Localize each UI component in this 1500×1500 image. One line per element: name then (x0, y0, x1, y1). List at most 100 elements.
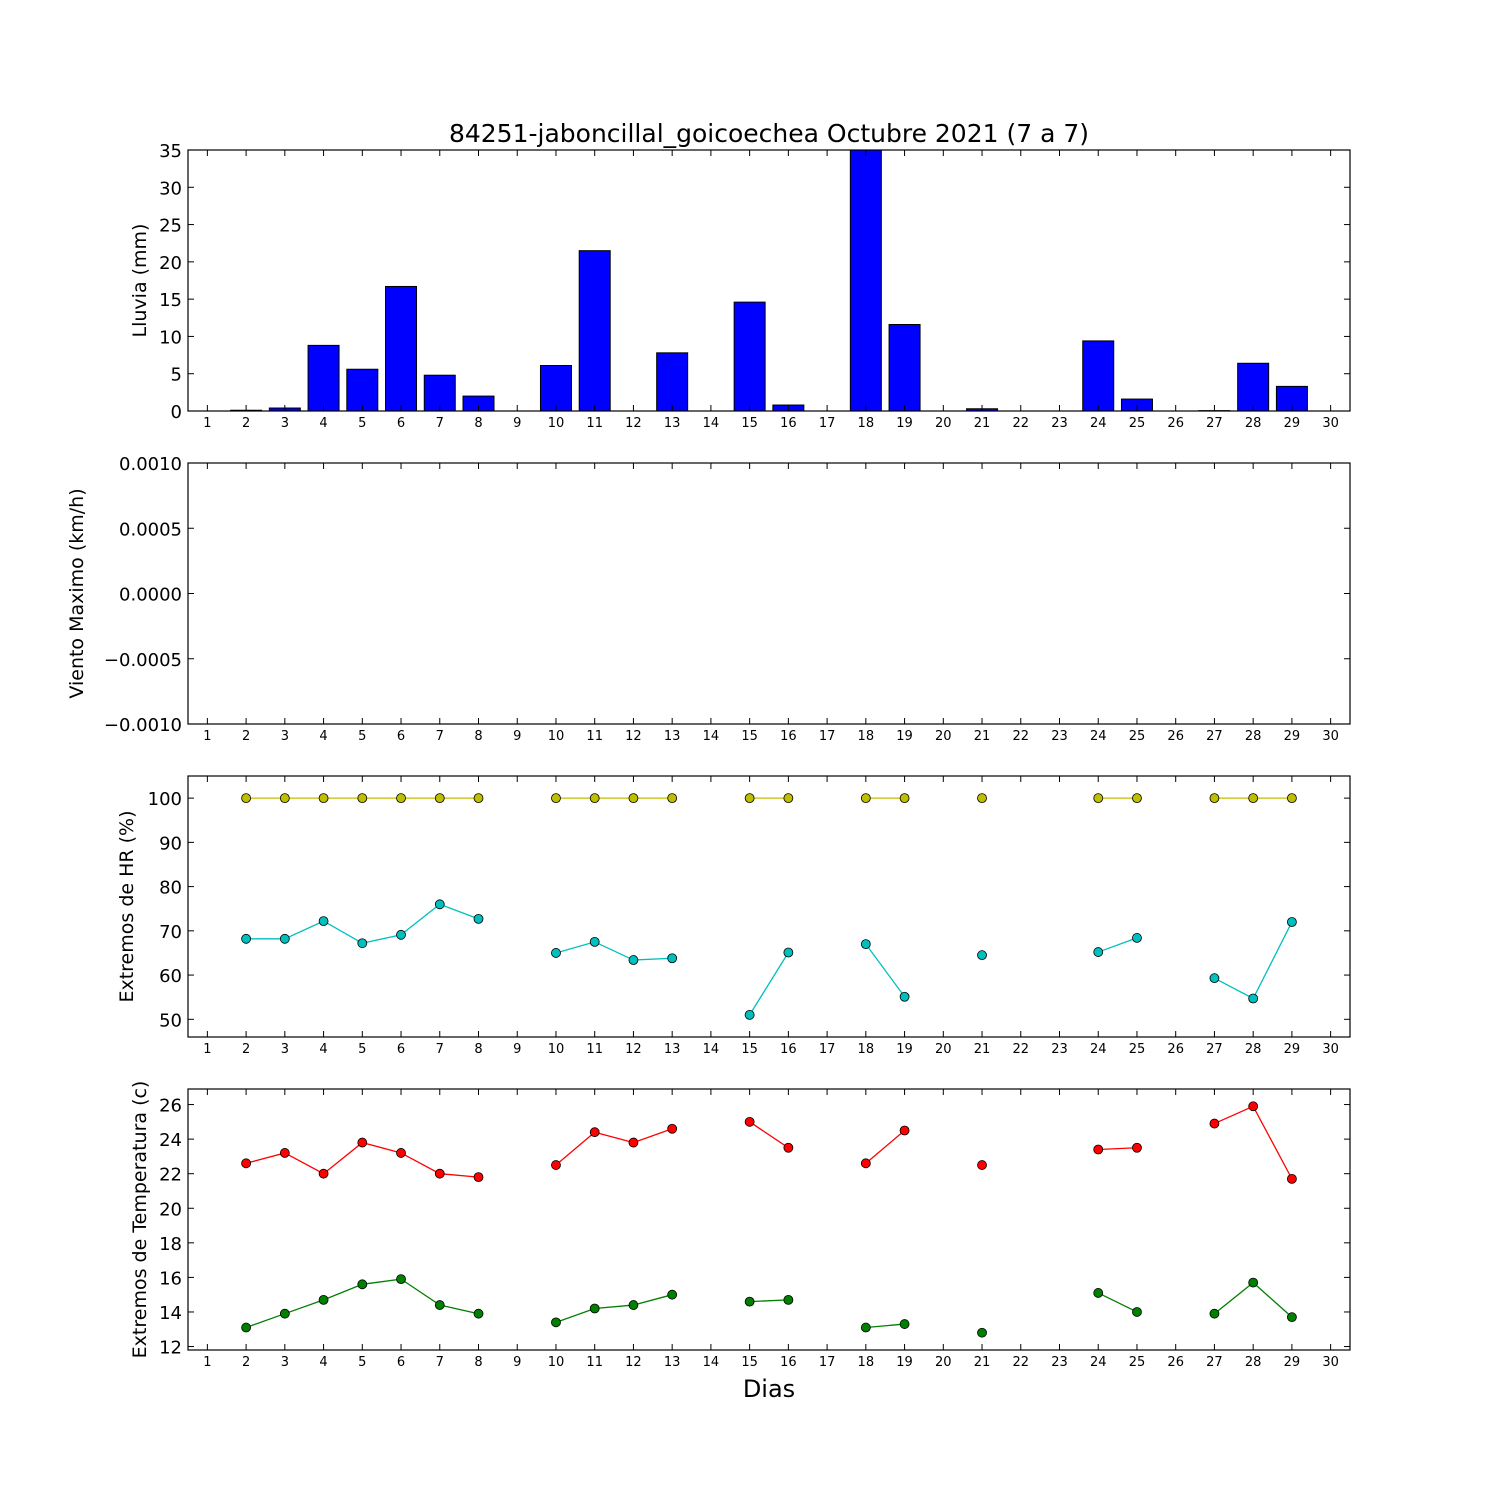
x-tick-label: 21 (974, 729, 991, 744)
x-tick-label: 6 (397, 729, 405, 744)
x-tick-label: 20 (935, 1042, 952, 1057)
data-point (434, 793, 445, 804)
data-point (977, 1327, 987, 1338)
x-tick-label: 19 (896, 1042, 913, 1057)
x-tick-label: 11 (586, 1355, 603, 1370)
x-tick-label: 26 (1167, 1042, 1184, 1057)
series-line (555, 1128, 673, 1166)
x-tick-label: 14 (703, 1355, 720, 1370)
data-point (279, 793, 290, 804)
data-point (396, 1274, 406, 1285)
x-tick-label: 18 (858, 416, 875, 431)
y-tick-label: 12 (159, 1338, 182, 1359)
x-tick-label: 19 (896, 1355, 913, 1370)
data-point (396, 793, 406, 804)
x-tick-label: 22 (1012, 729, 1029, 744)
x-tick-label: 12 (625, 1355, 642, 1370)
y-tick-label: 60 (159, 966, 182, 987)
x-tick-label: 16 (780, 416, 797, 431)
data-point (1209, 1308, 1220, 1319)
data-point (1132, 1307, 1142, 1317)
data-point (628, 1300, 639, 1310)
y-tick-label: 0.0000 (119, 585, 182, 606)
data-point (396, 1148, 406, 1158)
x-tick-label: 15 (741, 416, 758, 431)
data-point (1093, 947, 1104, 957)
data-point (318, 793, 329, 804)
x-tick-label: 4 (319, 729, 327, 744)
series-line (555, 1294, 673, 1323)
data-point (1248, 993, 1259, 1004)
rain-bar (1237, 362, 1270, 412)
rain-bar (1082, 340, 1115, 412)
rain-bar (656, 352, 689, 412)
data-point (977, 950, 987, 961)
data-point (1248, 793, 1259, 804)
data-point (860, 1322, 871, 1333)
x-tick-label: 19 (896, 416, 913, 431)
x-tick-label: 24 (1090, 416, 1107, 431)
x-tick-label: 26 (1167, 416, 1184, 431)
rain-bar (539, 365, 572, 412)
x-tick-label: 5 (358, 1355, 366, 1370)
data-point (1248, 1277, 1259, 1288)
x-tick-label: 7 (436, 416, 444, 431)
x-tick-label: 21 (974, 1042, 991, 1057)
x-tick-label: 2 (242, 1042, 250, 1057)
x-tick-label: 6 (397, 1355, 405, 1370)
x-tick-label: 25 (1129, 1042, 1146, 1057)
y-tick-label: 22 (159, 1165, 182, 1186)
data-point (241, 1158, 252, 1169)
y-tick-label: 10 (159, 327, 182, 348)
x-tick-label: 27 (1206, 729, 1223, 744)
y-tick-label: 50 (159, 1010, 182, 1031)
x-tick-label: 23 (1051, 729, 1068, 744)
x-tick-label: 1 (203, 1355, 211, 1370)
x-tick-label: 6 (397, 416, 405, 431)
x-tick-label: 30 (1322, 1355, 1339, 1370)
data-point (899, 1319, 910, 1329)
x-tick-label: 3 (281, 1355, 289, 1370)
x-tick-label: 26 (1167, 729, 1184, 744)
y-tick-label: 35 (159, 141, 182, 162)
x-tick-label: 10 (548, 729, 565, 744)
data-point (1132, 793, 1142, 804)
x-tick-label: 10 (548, 416, 565, 431)
series-line (865, 943, 906, 998)
data-point (783, 793, 794, 804)
y-tick-label: 16 (159, 1268, 182, 1289)
series-line (1214, 1105, 1293, 1180)
x-tick-label: 25 (1129, 1355, 1146, 1370)
series-line (1098, 937, 1138, 953)
x-tick-label: 16 (780, 729, 797, 744)
data-point (589, 1127, 600, 1138)
y-tick-label: 100 (148, 789, 182, 810)
y-tick-label: 0.0010 (119, 454, 182, 475)
x-axis-label: Dias (743, 1375, 795, 1403)
data-point (667, 953, 678, 964)
data-point (783, 1294, 794, 1305)
x-tick-label: 21 (974, 416, 991, 431)
x-tick-label: 4 (319, 1355, 327, 1370)
x-tick-label: 25 (1129, 416, 1146, 431)
series-line (865, 1129, 905, 1164)
x-tick-label: 3 (281, 729, 289, 744)
rain-bar (849, 149, 882, 412)
x-tick-label: 19 (896, 729, 913, 744)
data-point (667, 1123, 678, 1134)
x-tick-label: 10 (548, 1042, 565, 1057)
data-point (279, 1148, 290, 1158)
data-point (318, 916, 329, 926)
x-tick-label: 29 (1284, 416, 1301, 431)
data-point (357, 1279, 368, 1290)
x-tick-label: 26 (1167, 1355, 1184, 1370)
data-point (1248, 1101, 1259, 1112)
data-point (744, 1296, 755, 1307)
y-axis-label: Viento Maximo (km/h) (66, 488, 88, 698)
data-point (899, 1125, 910, 1136)
data-point (1209, 793, 1220, 804)
x-tick-label: 7 (436, 729, 444, 744)
y-tick-label: 18 (159, 1234, 182, 1255)
y-tick-label: 20 (159, 253, 182, 274)
